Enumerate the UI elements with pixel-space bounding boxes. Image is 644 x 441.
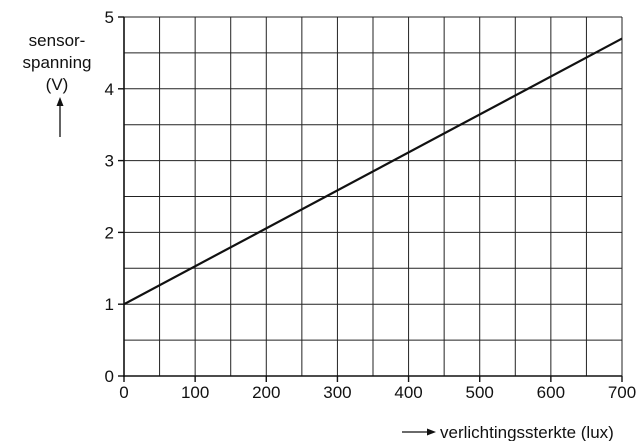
y-tick-label: 5: [105, 8, 114, 27]
y-tick-label: 4: [105, 80, 114, 99]
y-axis-label-line-1: sensor-: [29, 31, 86, 50]
up-arrow-icon: [56, 97, 64, 137]
y-tick-label: 2: [105, 223, 114, 242]
right-arrow-icon: [402, 428, 436, 436]
axes: [123, 17, 622, 377]
x-tick-label: 600: [537, 383, 565, 402]
x-tick-label: 300: [323, 383, 351, 402]
x-tick-label: 0: [119, 383, 128, 402]
grid: [124, 16, 623, 376]
x-tick-label: 700: [608, 383, 636, 402]
x-tick-label: 200: [252, 383, 280, 402]
series: [123, 37, 623, 306]
series-line: [123, 37, 623, 306]
ticks: 0 1 2 3 4 5 0 100 200 300 400 500 600 700: [105, 8, 637, 402]
y-tick-label: 0: [105, 367, 114, 386]
x-tick-label: 100: [181, 383, 209, 402]
y-tick-label: 1: [105, 295, 114, 314]
y-axis-label-line-3: (V): [46, 75, 69, 94]
x-axis-label: verlichtingssterkte (lux): [440, 423, 614, 441]
x-tick-label: 400: [394, 383, 422, 402]
y-tick-label: 3: [105, 152, 114, 171]
x-tick-label: 500: [466, 383, 494, 402]
y-axis-label-line-2: spanning: [22, 53, 91, 72]
